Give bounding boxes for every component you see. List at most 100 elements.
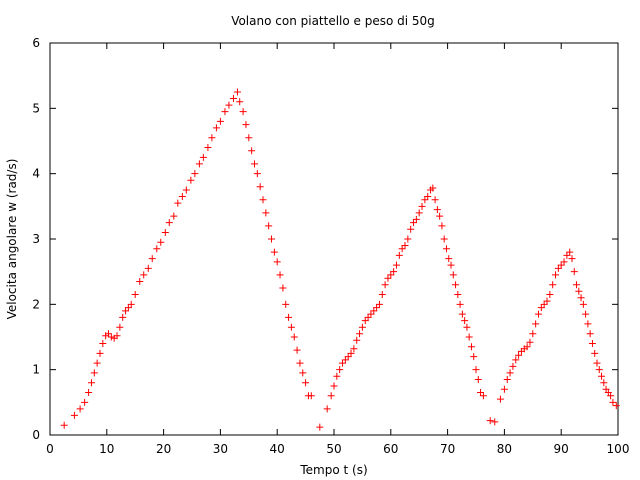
data-point	[265, 222, 273, 230]
data-point	[431, 196, 439, 204]
y-tick-label: 3	[32, 232, 40, 246]
data-point	[593, 359, 601, 367]
data-point	[358, 323, 366, 331]
data-point	[157, 238, 165, 246]
data-point	[161, 228, 169, 236]
data-point	[404, 235, 412, 243]
data-point	[500, 385, 508, 393]
data-point	[509, 362, 517, 370]
data-point	[302, 379, 310, 387]
data-point	[415, 209, 423, 217]
data-point	[467, 343, 475, 351]
data-point	[461, 317, 469, 325]
data-point	[290, 333, 298, 341]
data-point	[595, 366, 603, 374]
data-point	[187, 176, 195, 184]
data-point	[105, 330, 113, 338]
x-tick-label: 100	[607, 442, 630, 456]
data-point	[600, 379, 608, 387]
y-axis: 0 1 2 3 4 5 6	[32, 36, 618, 442]
data-point	[463, 323, 471, 331]
data-point	[127, 300, 135, 308]
data-point	[410, 219, 418, 227]
data-point	[398, 245, 406, 253]
data-point	[199, 153, 207, 161]
data-point	[191, 170, 199, 178]
data-point	[350, 345, 358, 353]
data-point	[407, 225, 415, 233]
data-point	[586, 330, 594, 338]
data-point	[229, 95, 237, 103]
data-point	[537, 304, 545, 312]
data-point	[250, 160, 258, 168]
data-point	[543, 297, 551, 305]
data-point	[429, 184, 437, 192]
y-tick-label: 2	[32, 297, 40, 311]
data-point	[424, 193, 432, 201]
data-point	[447, 261, 455, 269]
y-tick-label: 1	[32, 363, 40, 377]
data-point	[560, 258, 568, 266]
y-tick-label: 4	[32, 167, 40, 181]
data-point	[458, 310, 466, 318]
data-point	[367, 310, 375, 318]
data-point	[421, 196, 429, 204]
x-axis-label: Tempo t (s)	[299, 463, 367, 477]
data-point	[607, 392, 615, 400]
data-point	[552, 271, 560, 279]
data-point	[477, 389, 485, 397]
data-point	[236, 98, 244, 106]
data-point	[262, 209, 270, 217]
x-tick-label: 10	[99, 442, 114, 456]
data-point	[361, 317, 369, 325]
data-point	[273, 258, 281, 266]
x-tick-label: 0	[46, 442, 54, 456]
data-point	[364, 313, 372, 321]
data-point	[293, 346, 301, 354]
data-point	[204, 144, 212, 152]
data-point	[153, 245, 161, 253]
data-point	[456, 300, 464, 308]
data-point	[307, 392, 315, 400]
data-point	[212, 124, 220, 132]
data-point	[299, 369, 307, 377]
data-point	[549, 281, 557, 289]
data-point	[270, 248, 278, 256]
data-point	[438, 222, 446, 230]
data-point	[356, 330, 364, 338]
data-point	[333, 372, 341, 380]
data-point	[575, 287, 583, 295]
data-point	[221, 108, 229, 116]
data-point	[208, 134, 216, 142]
data-point	[375, 300, 383, 308]
data-point	[390, 268, 398, 276]
data-point	[87, 379, 95, 387]
data-point	[387, 271, 395, 279]
data-point	[178, 193, 186, 201]
data-points	[60, 88, 620, 431]
data-point	[276, 271, 284, 279]
data-point	[570, 268, 578, 276]
data-point	[347, 349, 355, 357]
data-point	[131, 291, 139, 299]
data-point	[85, 389, 93, 397]
data-point	[433, 206, 441, 214]
data-point	[540, 300, 548, 308]
data-point	[99, 340, 107, 348]
data-point	[70, 411, 78, 419]
data-point	[124, 304, 132, 312]
x-tick-label: 40	[270, 442, 285, 456]
data-point	[370, 307, 378, 315]
x-tick-label: 90	[554, 442, 569, 456]
data-point	[239, 108, 247, 116]
data-point	[90, 369, 98, 377]
x-tick-label: 30	[213, 442, 228, 456]
data-point	[532, 320, 540, 328]
data-point	[392, 261, 400, 269]
data-point	[445, 255, 453, 263]
data-point	[579, 300, 587, 308]
data-point	[76, 405, 84, 413]
data-point	[248, 147, 256, 155]
y-tick-label: 6	[32, 36, 40, 50]
